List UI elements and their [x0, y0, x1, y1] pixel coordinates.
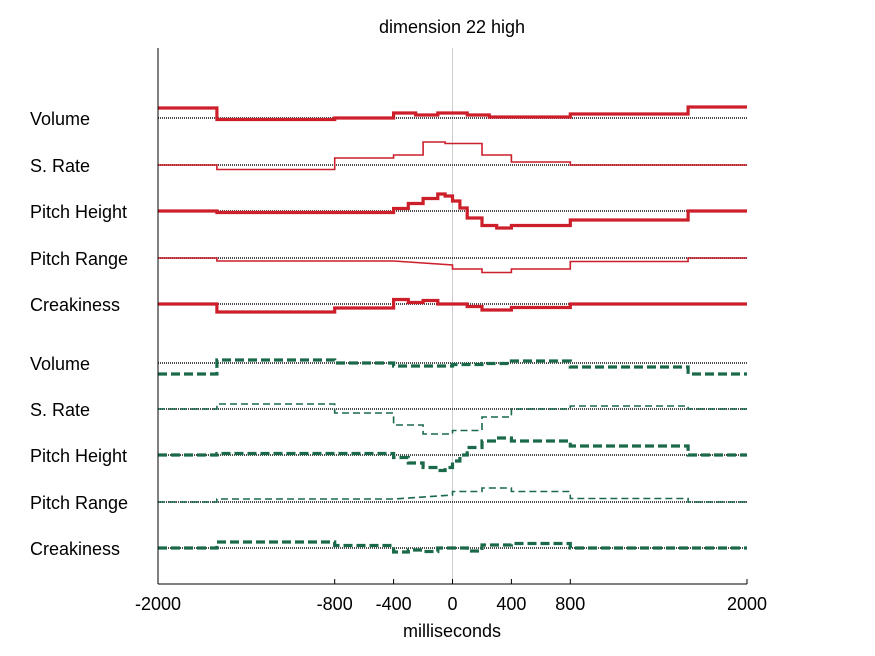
x-tick-label: -400 — [376, 594, 412, 614]
axis-layer: -2000 -800 -400 0 400 800 2000 — [135, 48, 767, 614]
series-label: Creakiness — [30, 539, 120, 559]
series-label: Pitch Height — [30, 202, 127, 222]
series-label: Volume — [30, 354, 90, 374]
series-label-layer: Volume S. Rate Pitch Height Pitch Range Crea… — [30, 109, 128, 559]
series-label: Pitch Height — [30, 446, 127, 466]
series-line — [158, 540, 747, 554]
series-line — [158, 192, 747, 230]
series-label: S. Rate — [30, 156, 90, 176]
series-line — [158, 358, 747, 376]
x-tick-label: -800 — [317, 594, 353, 614]
series-label: Pitch Range — [30, 249, 128, 269]
x-tick-label: 0 — [447, 594, 457, 614]
series-line — [158, 257, 747, 274]
series-layer — [158, 105, 747, 554]
series-line — [158, 487, 747, 503]
chart-title: dimension 22 high — [379, 17, 525, 37]
series-label: Creakiness — [30, 295, 120, 315]
x-axis-label: milliseconds — [403, 621, 501, 641]
series-label: Pitch Range — [30, 493, 128, 513]
x-tick-label: 400 — [496, 594, 526, 614]
series-label: S. Rate — [30, 400, 90, 420]
series-line — [158, 141, 747, 171]
series-line — [158, 105, 747, 122]
x-tick-label: 800 — [555, 594, 585, 614]
series-line — [158, 436, 747, 473]
series-line — [158, 403, 747, 435]
x-tick-label: 2000 — [727, 594, 767, 614]
series-label: Volume — [30, 109, 90, 129]
series-line — [158, 297, 747, 314]
x-tick-label: -2000 — [135, 594, 181, 614]
